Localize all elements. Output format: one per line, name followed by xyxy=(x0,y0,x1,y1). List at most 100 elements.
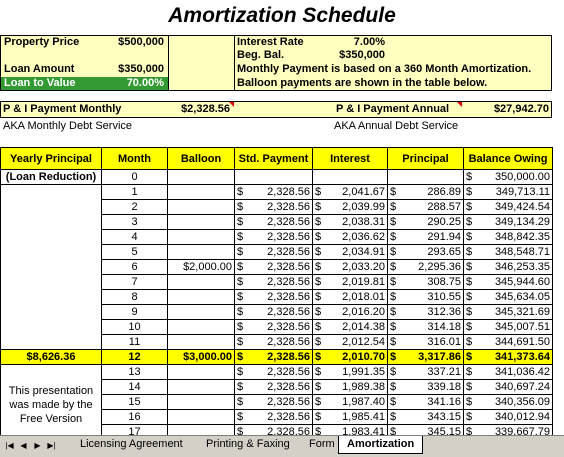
cell-yp[interactable] xyxy=(0,334,102,350)
cell-pri[interactable]: $308.75 xyxy=(387,274,464,290)
cell-int[interactable]: $1,989.38 xyxy=(312,379,388,395)
cell-m[interactable]: 15 xyxy=(101,394,168,410)
cell-m[interactable]: 4 xyxy=(101,229,168,245)
cell-pay[interactable]: $2,328.56 xyxy=(234,289,313,305)
cell-m[interactable]: 7 xyxy=(101,274,168,290)
cell-yp[interactable]: $8,626.36 xyxy=(0,349,102,365)
loan-amount-value[interactable]: $350,000 xyxy=(100,63,168,77)
cell-int[interactable]: $2,012.54 xyxy=(312,334,388,350)
cell-int[interactable]: $2,016.20 xyxy=(312,304,388,320)
cell-yp[interactable] xyxy=(0,184,102,200)
cell-pay[interactable]: $2,328.56 xyxy=(234,274,313,290)
cell-owe[interactable]: $340,356.09 xyxy=(463,394,553,410)
cell-int[interactable]: $2,010.70 xyxy=(312,349,388,365)
cell-int[interactable]: $1,985.41 xyxy=(312,409,388,425)
cell-pri[interactable] xyxy=(387,169,464,185)
cell-owe[interactable]: $341,036.42 xyxy=(463,364,553,380)
cell-pri[interactable]: $288.57 xyxy=(387,199,464,215)
cell-int[interactable]: $1,987.40 xyxy=(312,394,388,410)
cell-m[interactable]: 9 xyxy=(101,304,168,320)
cell-pay[interactable]: $2,328.56 xyxy=(234,349,313,365)
cell-int[interactable]: $2,019.81 xyxy=(312,274,388,290)
cell-m[interactable]: 16 xyxy=(101,409,168,425)
cell-yp[interactable] xyxy=(0,364,102,380)
cell-m[interactable]: 1 xyxy=(101,184,168,200)
cell-pay[interactable]: $2,328.56 xyxy=(234,364,313,380)
cell-pay[interactable]: $2,328.56 xyxy=(234,199,313,215)
cell-bal[interactable] xyxy=(167,274,235,290)
cell-pay[interactable]: $2,328.56 xyxy=(234,184,313,200)
cell-yp[interactable] xyxy=(0,214,102,230)
property-price-value[interactable]: $500,000 xyxy=(100,35,168,49)
tab-printing-faxing[interactable]: Printing & Faxing xyxy=(206,438,290,450)
cell-pay[interactable]: $2,328.56 xyxy=(234,379,313,395)
cell-pay[interactable]: $2,328.56 xyxy=(234,334,313,350)
cell-m[interactable]: 13 xyxy=(101,364,168,380)
cell-bal[interactable] xyxy=(167,184,235,200)
cell-yp[interactable] xyxy=(0,319,102,335)
cell-pri[interactable]: $337.21 xyxy=(387,364,464,380)
cell-bal[interactable] xyxy=(167,304,235,320)
cell-bal[interactable] xyxy=(167,364,235,380)
cell-pri[interactable]: $2,295.36 xyxy=(387,259,464,275)
cell-bal[interactable]: $2,000.00 xyxy=(167,259,235,275)
cell-m[interactable]: 2 xyxy=(101,199,168,215)
cell-int[interactable]: $2,036.62 xyxy=(312,229,388,245)
cell-pri[interactable]: $343.15 xyxy=(387,409,464,425)
interest-rate-value[interactable]: 7.00% xyxy=(335,35,385,49)
cell-pri[interactable]: $286.89 xyxy=(387,184,464,200)
cell-owe[interactable]: $346,253.35 xyxy=(463,259,553,275)
cell-owe[interactable]: $345,007.51 xyxy=(463,319,553,335)
cell-yp[interactable] xyxy=(0,289,102,305)
cell-owe[interactable]: $345,321.69 xyxy=(463,304,553,320)
cell-pri[interactable]: $290.25 xyxy=(387,214,464,230)
cell-pri[interactable]: $293.65 xyxy=(387,244,464,260)
cell-bal[interactable]: $3,000.00 xyxy=(167,349,235,365)
cell-owe[interactable]: $344,691.50 xyxy=(463,334,553,350)
last-sheet-button[interactable]: ▶| xyxy=(47,441,56,450)
cell-yp[interactable]: (Loan Reduction) xyxy=(0,169,102,185)
tab-form[interactable]: Form xyxy=(309,438,335,450)
cell-owe[interactable]: $341,373.64 xyxy=(463,349,553,365)
cell-int[interactable] xyxy=(312,169,388,185)
cell-yp[interactable] xyxy=(0,259,102,275)
cell-int[interactable]: $2,041.67 xyxy=(312,184,388,200)
cell-owe[interactable]: $349,713.11 xyxy=(463,184,553,200)
cell-m[interactable]: 10 xyxy=(101,319,168,335)
cell-pay[interactable]: $2,328.56 xyxy=(234,229,313,245)
cell-bal[interactable] xyxy=(167,229,235,245)
cell-pri[interactable]: $314.18 xyxy=(387,319,464,335)
cell-owe[interactable]: $345,634.05 xyxy=(463,289,553,305)
next-sheet-button[interactable]: ▶ xyxy=(34,441,41,450)
cell-pay[interactable]: $2,328.56 xyxy=(234,304,313,320)
cell-pri[interactable]: $291.94 xyxy=(387,229,464,245)
first-sheet-button[interactable]: |◀ xyxy=(5,441,14,450)
cell-yp[interactable] xyxy=(0,199,102,215)
cell-pay[interactable]: $2,328.56 xyxy=(234,244,313,260)
cell-pri[interactable]: $339.18 xyxy=(387,379,464,395)
cell-pay[interactable]: $2,328.56 xyxy=(234,259,313,275)
cell-int[interactable]: $2,014.38 xyxy=(312,319,388,335)
cell-bal[interactable] xyxy=(167,394,235,410)
cell-yp[interactable] xyxy=(0,244,102,260)
cell-pri[interactable]: $341.16 xyxy=(387,394,464,410)
cell-bal[interactable] xyxy=(167,319,235,335)
cell-pri[interactable]: $312.36 xyxy=(387,304,464,320)
cell-int[interactable]: $2,039.99 xyxy=(312,199,388,215)
cell-int[interactable]: $2,034.91 xyxy=(312,244,388,260)
tab-licensing-agreement[interactable]: Licensing Agreement xyxy=(80,438,183,450)
cell-bal[interactable] xyxy=(167,409,235,425)
cell-m[interactable]: 5 xyxy=(101,244,168,260)
cell-owe[interactable]: $349,134.29 xyxy=(463,214,553,230)
cell-pri[interactable]: $316.01 xyxy=(387,334,464,350)
cell-owe[interactable]: $350,000.00 xyxy=(463,169,553,185)
cell-bal[interactable] xyxy=(167,199,235,215)
cell-bal[interactable] xyxy=(167,289,235,305)
cell-bal[interactable] xyxy=(167,214,235,230)
cell-m[interactable]: 11 xyxy=(101,334,168,350)
cell-pay[interactable]: $2,328.56 xyxy=(234,394,313,410)
cell-yp[interactable] xyxy=(0,229,102,245)
cell-pay[interactable] xyxy=(234,169,313,185)
cell-owe[interactable]: $349,424.54 xyxy=(463,199,553,215)
cell-owe[interactable]: $348,548.71 xyxy=(463,244,553,260)
